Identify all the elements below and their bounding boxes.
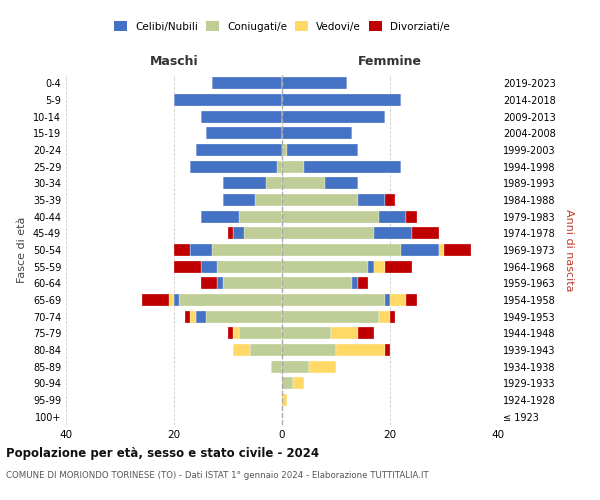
Bar <box>233 328 239 340</box>
Bar <box>250 344 282 356</box>
Bar <box>223 278 282 289</box>
Bar <box>385 344 390 356</box>
Bar <box>282 194 358 206</box>
Bar <box>190 160 277 172</box>
Bar <box>352 278 358 289</box>
Bar <box>293 378 304 390</box>
Bar <box>358 194 385 206</box>
Bar <box>190 244 212 256</box>
Legend: Celibi/Nubili, Coniugati/e, Vedovi/e, Divorziati/e: Celibi/Nubili, Coniugati/e, Vedovi/e, Di… <box>111 18 453 35</box>
Y-axis label: Anni di nascita: Anni di nascita <box>564 208 574 291</box>
Bar <box>331 328 358 340</box>
Bar <box>282 328 331 340</box>
Bar <box>358 278 368 289</box>
Bar <box>368 260 374 272</box>
Bar <box>282 260 368 272</box>
Bar <box>412 228 439 239</box>
Bar <box>201 260 217 272</box>
Bar <box>282 228 374 239</box>
Bar <box>282 110 385 122</box>
Bar <box>201 110 282 122</box>
Bar <box>179 294 282 306</box>
Bar <box>223 194 255 206</box>
Bar <box>212 78 282 90</box>
Bar <box>217 260 282 272</box>
Bar <box>439 244 444 256</box>
Bar <box>282 378 293 390</box>
Bar <box>358 328 374 340</box>
Bar <box>406 210 417 222</box>
Bar <box>282 128 352 140</box>
Bar <box>444 244 471 256</box>
Bar <box>271 360 282 372</box>
Bar <box>282 344 336 356</box>
Bar <box>282 210 379 222</box>
Bar <box>201 278 217 289</box>
Bar <box>282 394 287 406</box>
Bar <box>233 344 250 356</box>
Bar <box>282 160 304 172</box>
Bar <box>385 260 412 272</box>
Bar <box>255 194 282 206</box>
Bar <box>282 144 287 156</box>
Bar <box>228 328 233 340</box>
Bar <box>309 360 336 372</box>
Bar <box>304 160 401 172</box>
Bar <box>379 210 406 222</box>
Bar <box>196 144 282 156</box>
Bar <box>374 260 385 272</box>
Bar <box>282 94 401 106</box>
Bar <box>185 310 190 322</box>
Bar <box>406 294 417 306</box>
Bar <box>206 310 282 322</box>
Bar <box>336 344 385 356</box>
Bar <box>212 244 282 256</box>
Bar <box>390 294 406 306</box>
Bar <box>174 244 190 256</box>
Bar <box>379 310 390 322</box>
Bar <box>282 78 347 90</box>
Bar <box>244 228 282 239</box>
Bar <box>325 178 358 190</box>
Text: Popolazione per età, sesso e stato civile - 2024: Popolazione per età, sesso e stato civil… <box>6 448 319 460</box>
Bar <box>282 244 401 256</box>
Bar <box>169 294 174 306</box>
Bar <box>401 244 439 256</box>
Bar <box>374 228 412 239</box>
Bar <box>228 228 233 239</box>
Bar <box>190 310 196 322</box>
Bar <box>287 144 358 156</box>
Bar <box>390 310 395 322</box>
Bar <box>239 328 282 340</box>
Bar <box>282 278 352 289</box>
Text: Maschi: Maschi <box>149 56 199 68</box>
Bar <box>206 128 282 140</box>
Bar <box>223 178 266 190</box>
Bar <box>201 210 239 222</box>
Bar <box>239 210 282 222</box>
Bar <box>174 294 179 306</box>
Bar <box>385 194 395 206</box>
Bar <box>282 360 309 372</box>
Bar <box>282 178 325 190</box>
Bar <box>174 94 282 106</box>
Bar <box>282 294 385 306</box>
Bar <box>266 178 282 190</box>
Bar <box>142 294 169 306</box>
Bar <box>217 278 223 289</box>
Text: Femmine: Femmine <box>358 56 422 68</box>
Bar <box>277 160 282 172</box>
Bar <box>233 228 244 239</box>
Bar <box>282 310 379 322</box>
Text: COMUNE DI MORIONDO TORINESE (TO) - Dati ISTAT 1° gennaio 2024 - Elaborazione TUT: COMUNE DI MORIONDO TORINESE (TO) - Dati … <box>6 471 428 480</box>
Y-axis label: Fasce di età: Fasce di età <box>17 217 27 283</box>
Bar <box>174 260 201 272</box>
Bar <box>196 310 206 322</box>
Bar <box>385 294 390 306</box>
